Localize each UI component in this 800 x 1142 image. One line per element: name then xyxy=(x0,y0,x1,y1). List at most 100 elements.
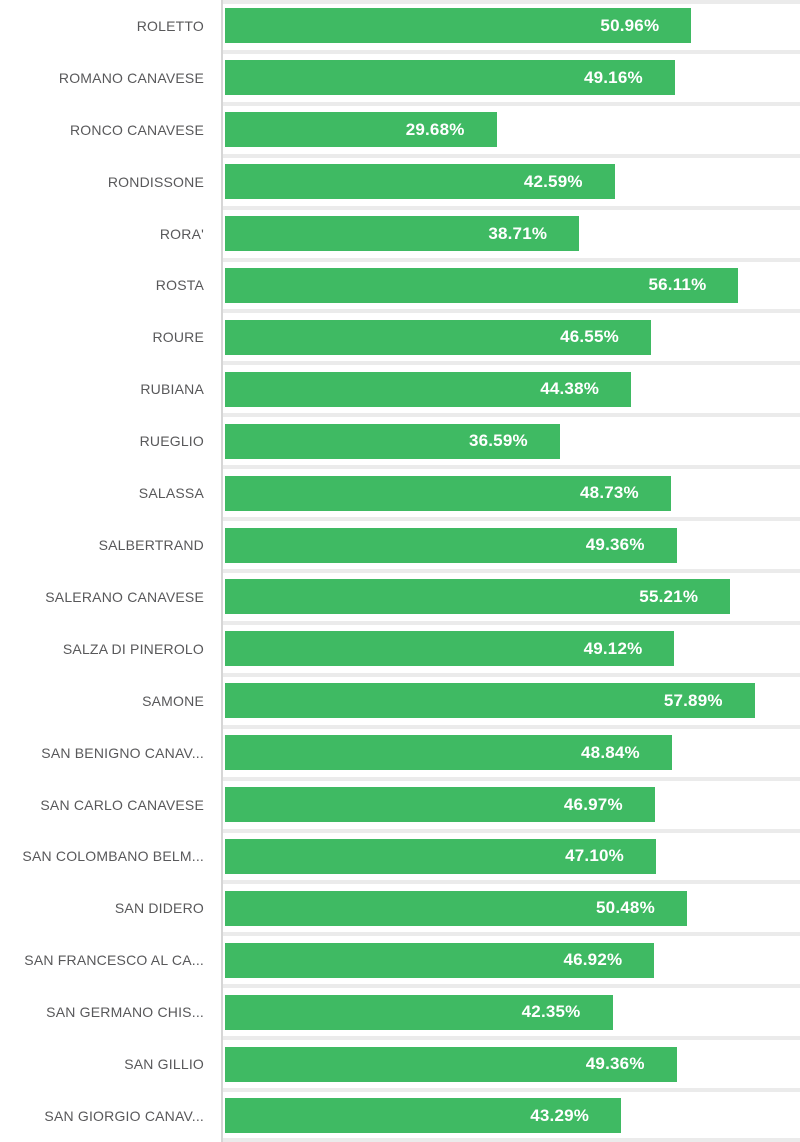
category-label: RUBIANA xyxy=(140,381,204,398)
value-label: 48.84% xyxy=(581,742,640,762)
category-label: SALZA DI PINEROLO xyxy=(62,640,204,657)
plot-area-cell: 46.55% xyxy=(221,309,800,364)
value-label: 46.92% xyxy=(563,950,623,970)
value-label: 29.68% xyxy=(405,119,465,139)
bar: 46.55% xyxy=(225,319,651,355)
value-label: 36.59% xyxy=(468,431,528,451)
plot-area-cell: 47.10% xyxy=(221,828,800,883)
plot-area-cell: 49.36% xyxy=(221,517,800,571)
category-label-cell: ROURE xyxy=(0,311,221,363)
category-label: ROMANO CANAVESE xyxy=(58,69,204,86)
category-label: SAN FRANCESCO AL CA... xyxy=(24,952,204,969)
category-label: SAN CARLO CANAVESE xyxy=(40,796,204,813)
bar: 38.71% xyxy=(225,216,580,252)
bar-row: SAN FRANCESCO AL CA... 46.92% xyxy=(0,932,800,987)
value-label: 49.16% xyxy=(583,67,643,87)
plot-area-cell: 56.11% xyxy=(221,257,800,312)
category-label-cell: ROMANO CANAVESE xyxy=(0,52,221,104)
category-label: RORA' xyxy=(159,225,204,242)
category-label: SALERANO CANAVESE xyxy=(45,588,204,605)
row-separator xyxy=(223,1137,800,1142)
bar: 49.16% xyxy=(225,60,675,96)
value-label: 56.11% xyxy=(648,275,707,295)
plot-area-cell: 49.12% xyxy=(221,620,800,675)
bar-row: SAN COLOMBANO BELM... 47.10% xyxy=(0,828,800,883)
bar: 55.21% xyxy=(225,579,731,615)
category-label-cell: SALBERTRAND xyxy=(0,519,221,571)
bar-row: SAN CARLO CANAVESE 46.97% xyxy=(0,776,800,831)
value-label: 55.21% xyxy=(639,586,699,606)
bar-row: ROSTA 56.11% xyxy=(0,257,800,312)
bar: 48.73% xyxy=(225,475,671,511)
category-label-cell: RORA' xyxy=(0,208,221,260)
bar: 46.97% xyxy=(225,787,655,823)
category-label: SALBERTRAND xyxy=(98,537,204,554)
plot-area-cell: 49.36% xyxy=(221,1036,800,1091)
category-label: SAN COLOMBANO BELM... xyxy=(22,848,204,865)
value-label: 43.29% xyxy=(530,1105,590,1125)
value-label: 57.89% xyxy=(663,690,723,710)
category-label-cell: SAN FRANCESCO AL CA... xyxy=(0,934,221,986)
category-label-cell: SAN CARLO CANAVESE xyxy=(0,779,221,831)
category-label: SAN GIORGIO CANAV... xyxy=(44,1107,204,1124)
category-label: SAMONE xyxy=(142,692,204,709)
bar: 42.35% xyxy=(225,994,613,1030)
bar-row: SAN GERMANO CHIS... 42.35% xyxy=(0,984,800,1039)
category-label-cell: ROLETTO xyxy=(0,0,221,52)
value-label: 42.35% xyxy=(521,1002,581,1022)
value-label: 49.12% xyxy=(583,638,643,658)
category-label: SAN DIDERO xyxy=(114,900,204,917)
plot-area-cell: 48.73% xyxy=(221,465,800,520)
bar-row: SALBERTRAND 49.36% xyxy=(0,517,800,571)
category-label: SALASSA xyxy=(138,485,204,502)
category-label-cell: SAN GIORGIO CANAV... xyxy=(0,1090,221,1142)
bar-row: RUBIANA 44.38% xyxy=(0,361,800,416)
plot-area-cell: 44.38% xyxy=(221,361,800,416)
category-label-cell: SAN DIDERO xyxy=(0,882,221,934)
bar-row: SALZA DI PINEROLO 49.12% xyxy=(0,620,800,675)
bar: 50.48% xyxy=(225,890,687,926)
bar-row: SAN DIDERO 50.48% xyxy=(0,880,800,935)
bar-row: SAN GILLIO 49.36% xyxy=(0,1036,800,1091)
bar-row: SALERANO CANAVESE 55.21% xyxy=(0,568,800,623)
bar: 50.96% xyxy=(225,8,692,44)
bar: 44.38% xyxy=(225,371,632,407)
value-label: 50.96% xyxy=(600,15,660,35)
plot-area-cell: 42.35% xyxy=(221,984,800,1039)
bar: 49.36% xyxy=(225,1046,677,1082)
value-label: 38.71% xyxy=(488,223,548,243)
bar: 29.68% xyxy=(225,112,497,148)
category-label-cell: RUEGLIO xyxy=(0,415,221,467)
plot-area-cell: 29.68% xyxy=(221,101,800,156)
plot-area-cell: 55.21% xyxy=(221,568,800,623)
category-label: RUEGLIO xyxy=(139,433,204,450)
plot-area-cell: 57.89% xyxy=(221,672,800,727)
bar: 57.89% xyxy=(225,683,755,719)
value-label: 46.97% xyxy=(563,794,623,814)
plot-area-cell: 48.84% xyxy=(221,724,800,779)
bar-row: RORA' 38.71% xyxy=(0,205,800,260)
bar-row: ROLETTO 50.96% xyxy=(0,0,800,52)
value-label: 50.48% xyxy=(596,898,655,918)
category-label: SAN GILLIO xyxy=(124,1056,204,1073)
plot-area-cell: 36.59% xyxy=(221,413,800,468)
category-label-cell: SAN GILLIO xyxy=(0,1038,221,1090)
category-label-cell: SALASSA xyxy=(0,467,221,519)
bar-row: SAN BENIGNO CANAV... 48.84% xyxy=(0,724,800,779)
value-label: 46.55% xyxy=(560,327,619,347)
value-label: 49.36% xyxy=(585,535,645,555)
bar: 49.12% xyxy=(225,631,675,667)
bar: 42.59% xyxy=(225,164,615,200)
value-label: 48.73% xyxy=(580,483,639,503)
bar-row: RONDISSONE 42.59% xyxy=(0,153,800,208)
plot-area-cell: 46.92% xyxy=(221,932,800,987)
value-label: 49.36% xyxy=(585,1054,645,1074)
category-label: SAN GERMANO CHIS... xyxy=(46,1004,204,1021)
category-label-cell: ROSTA xyxy=(0,260,221,312)
bar: 48.84% xyxy=(225,735,672,771)
category-label-cell: SAN BENIGNO CANAV... xyxy=(0,727,221,779)
bar-row: SAN GIORGIO CANAV... 43.29% xyxy=(0,1088,800,1142)
category-label: ROSTA xyxy=(155,277,204,294)
category-label-cell: SALZA DI PINEROLO xyxy=(0,623,221,675)
